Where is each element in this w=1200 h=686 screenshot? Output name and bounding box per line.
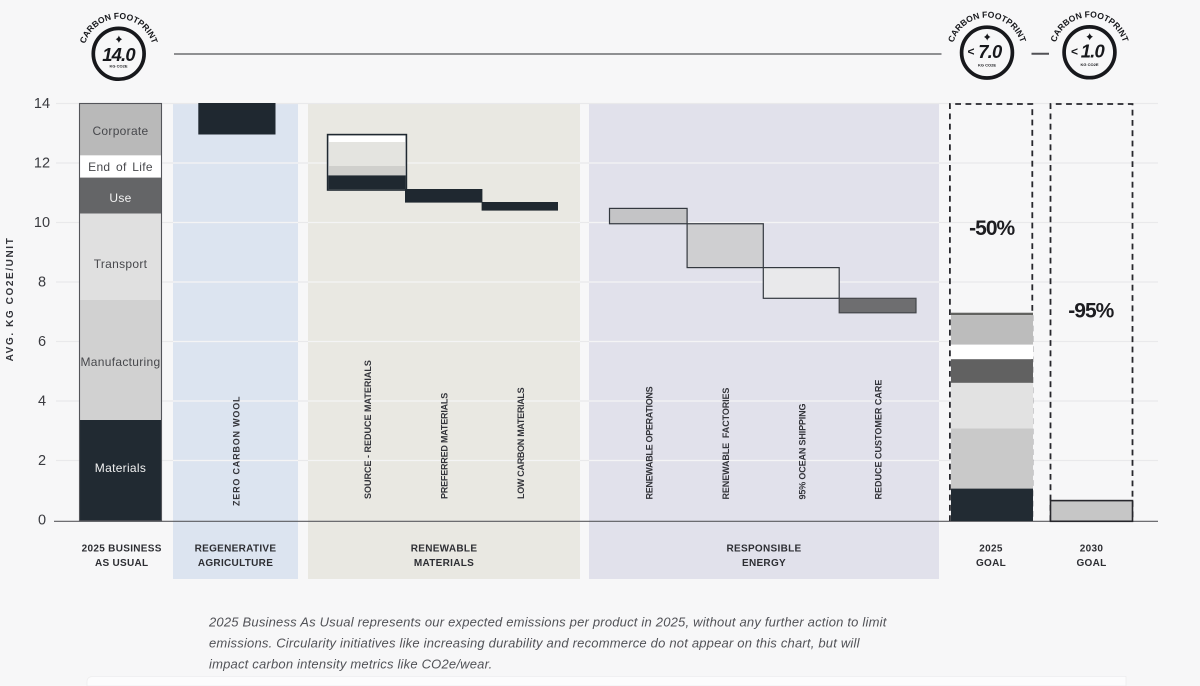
svg-text:End of Life: End of Life (88, 160, 153, 174)
svg-text:Manufacturing: Manufacturing (81, 355, 161, 369)
svg-text:GOAL: GOAL (976, 558, 1006, 569)
svg-text:1.0: 1.0 (1081, 41, 1106, 62)
svg-text:4: 4 (38, 394, 46, 410)
svg-text:GOAL: GOAL (1076, 558, 1106, 569)
svg-text:RENEWABLE FACTORIES: RENEWABLE FACTORIES (721, 388, 731, 500)
svg-text:2: 2 (38, 453, 46, 469)
svg-text:0: 0 (38, 513, 46, 529)
svg-text:2025 BUSINESS: 2025 BUSINESS (82, 544, 162, 555)
svg-text:LOW CARBON MATERIALS: LOW CARBON MATERIALS (516, 387, 526, 499)
svg-text:KG CO2E: KG CO2E (978, 63, 996, 68)
svg-text:SOURCE - REDUCE MATERIALS: SOURCE - REDUCE MATERIALS (363, 360, 373, 499)
svg-text:6: 6 (38, 334, 46, 350)
svg-text:impact carbon intensity metric: impact carbon intensity metrics like CO2… (209, 657, 492, 672)
svg-text:ZERO CARBON WOOL: ZERO CARBON WOOL (232, 396, 242, 506)
svg-text:Transport: Transport (94, 257, 148, 271)
svg-text:AS USUAL: AS USUAL (95, 558, 149, 569)
svg-text:RENEWABLE: RENEWABLE (411, 544, 478, 555)
svg-text:PREFERRED MATERIALS: PREFERRED MATERIALS (440, 393, 450, 499)
svg-text:RENEWABLE OPERATIONS: RENEWABLE OPERATIONS (644, 386, 654, 499)
svg-text:-95%: -95% (1068, 299, 1114, 322)
svg-text:12: 12 (34, 156, 50, 172)
svg-text:14: 14 (34, 96, 50, 112)
svg-text:REDUCE CUSTOMER CARE: REDUCE CUSTOMER CARE (874, 380, 884, 500)
svg-text:<: < (967, 45, 974, 59)
svg-text:14.0: 14.0 (102, 44, 136, 65)
svg-text:ENERGY: ENERGY (742, 558, 786, 569)
svg-text:AVG. KG CO2E/UNIT: AVG. KG CO2E/UNIT (5, 237, 16, 362)
svg-text:MATERIALS: MATERIALS (414, 558, 474, 569)
svg-text:Corporate: Corporate (92, 124, 148, 138)
svg-text:REGENERATIVE: REGENERATIVE (195, 544, 277, 555)
svg-text:2025 Business As Usual represe: 2025 Business As Usual represents our ex… (208, 615, 888, 630)
svg-text:2030: 2030 (1080, 544, 1104, 555)
svg-text:Materials: Materials (95, 461, 146, 475)
svg-text:95% OCEAN SHIPPING: 95% OCEAN SHIPPING (797, 404, 807, 500)
svg-text:-50%: -50% (969, 217, 1015, 240)
svg-text:KG CO2E: KG CO2E (1080, 62, 1098, 67)
svg-text:KG CO2E: KG CO2E (109, 63, 127, 68)
svg-text:Use: Use (109, 191, 131, 205)
svg-text:AGRICULTURE: AGRICULTURE (198, 558, 273, 569)
svg-text:emissions. Circularity initiat: emissions. Circularity initiatives like … (209, 636, 861, 651)
svg-text:7.0: 7.0 (978, 41, 1003, 62)
svg-text:2025: 2025 (979, 544, 1003, 555)
svg-text:8: 8 (38, 275, 46, 291)
svg-text:10: 10 (34, 215, 50, 231)
svg-text:<: < (1071, 44, 1078, 58)
svg-text:RESPONSIBLE: RESPONSIBLE (727, 544, 802, 555)
